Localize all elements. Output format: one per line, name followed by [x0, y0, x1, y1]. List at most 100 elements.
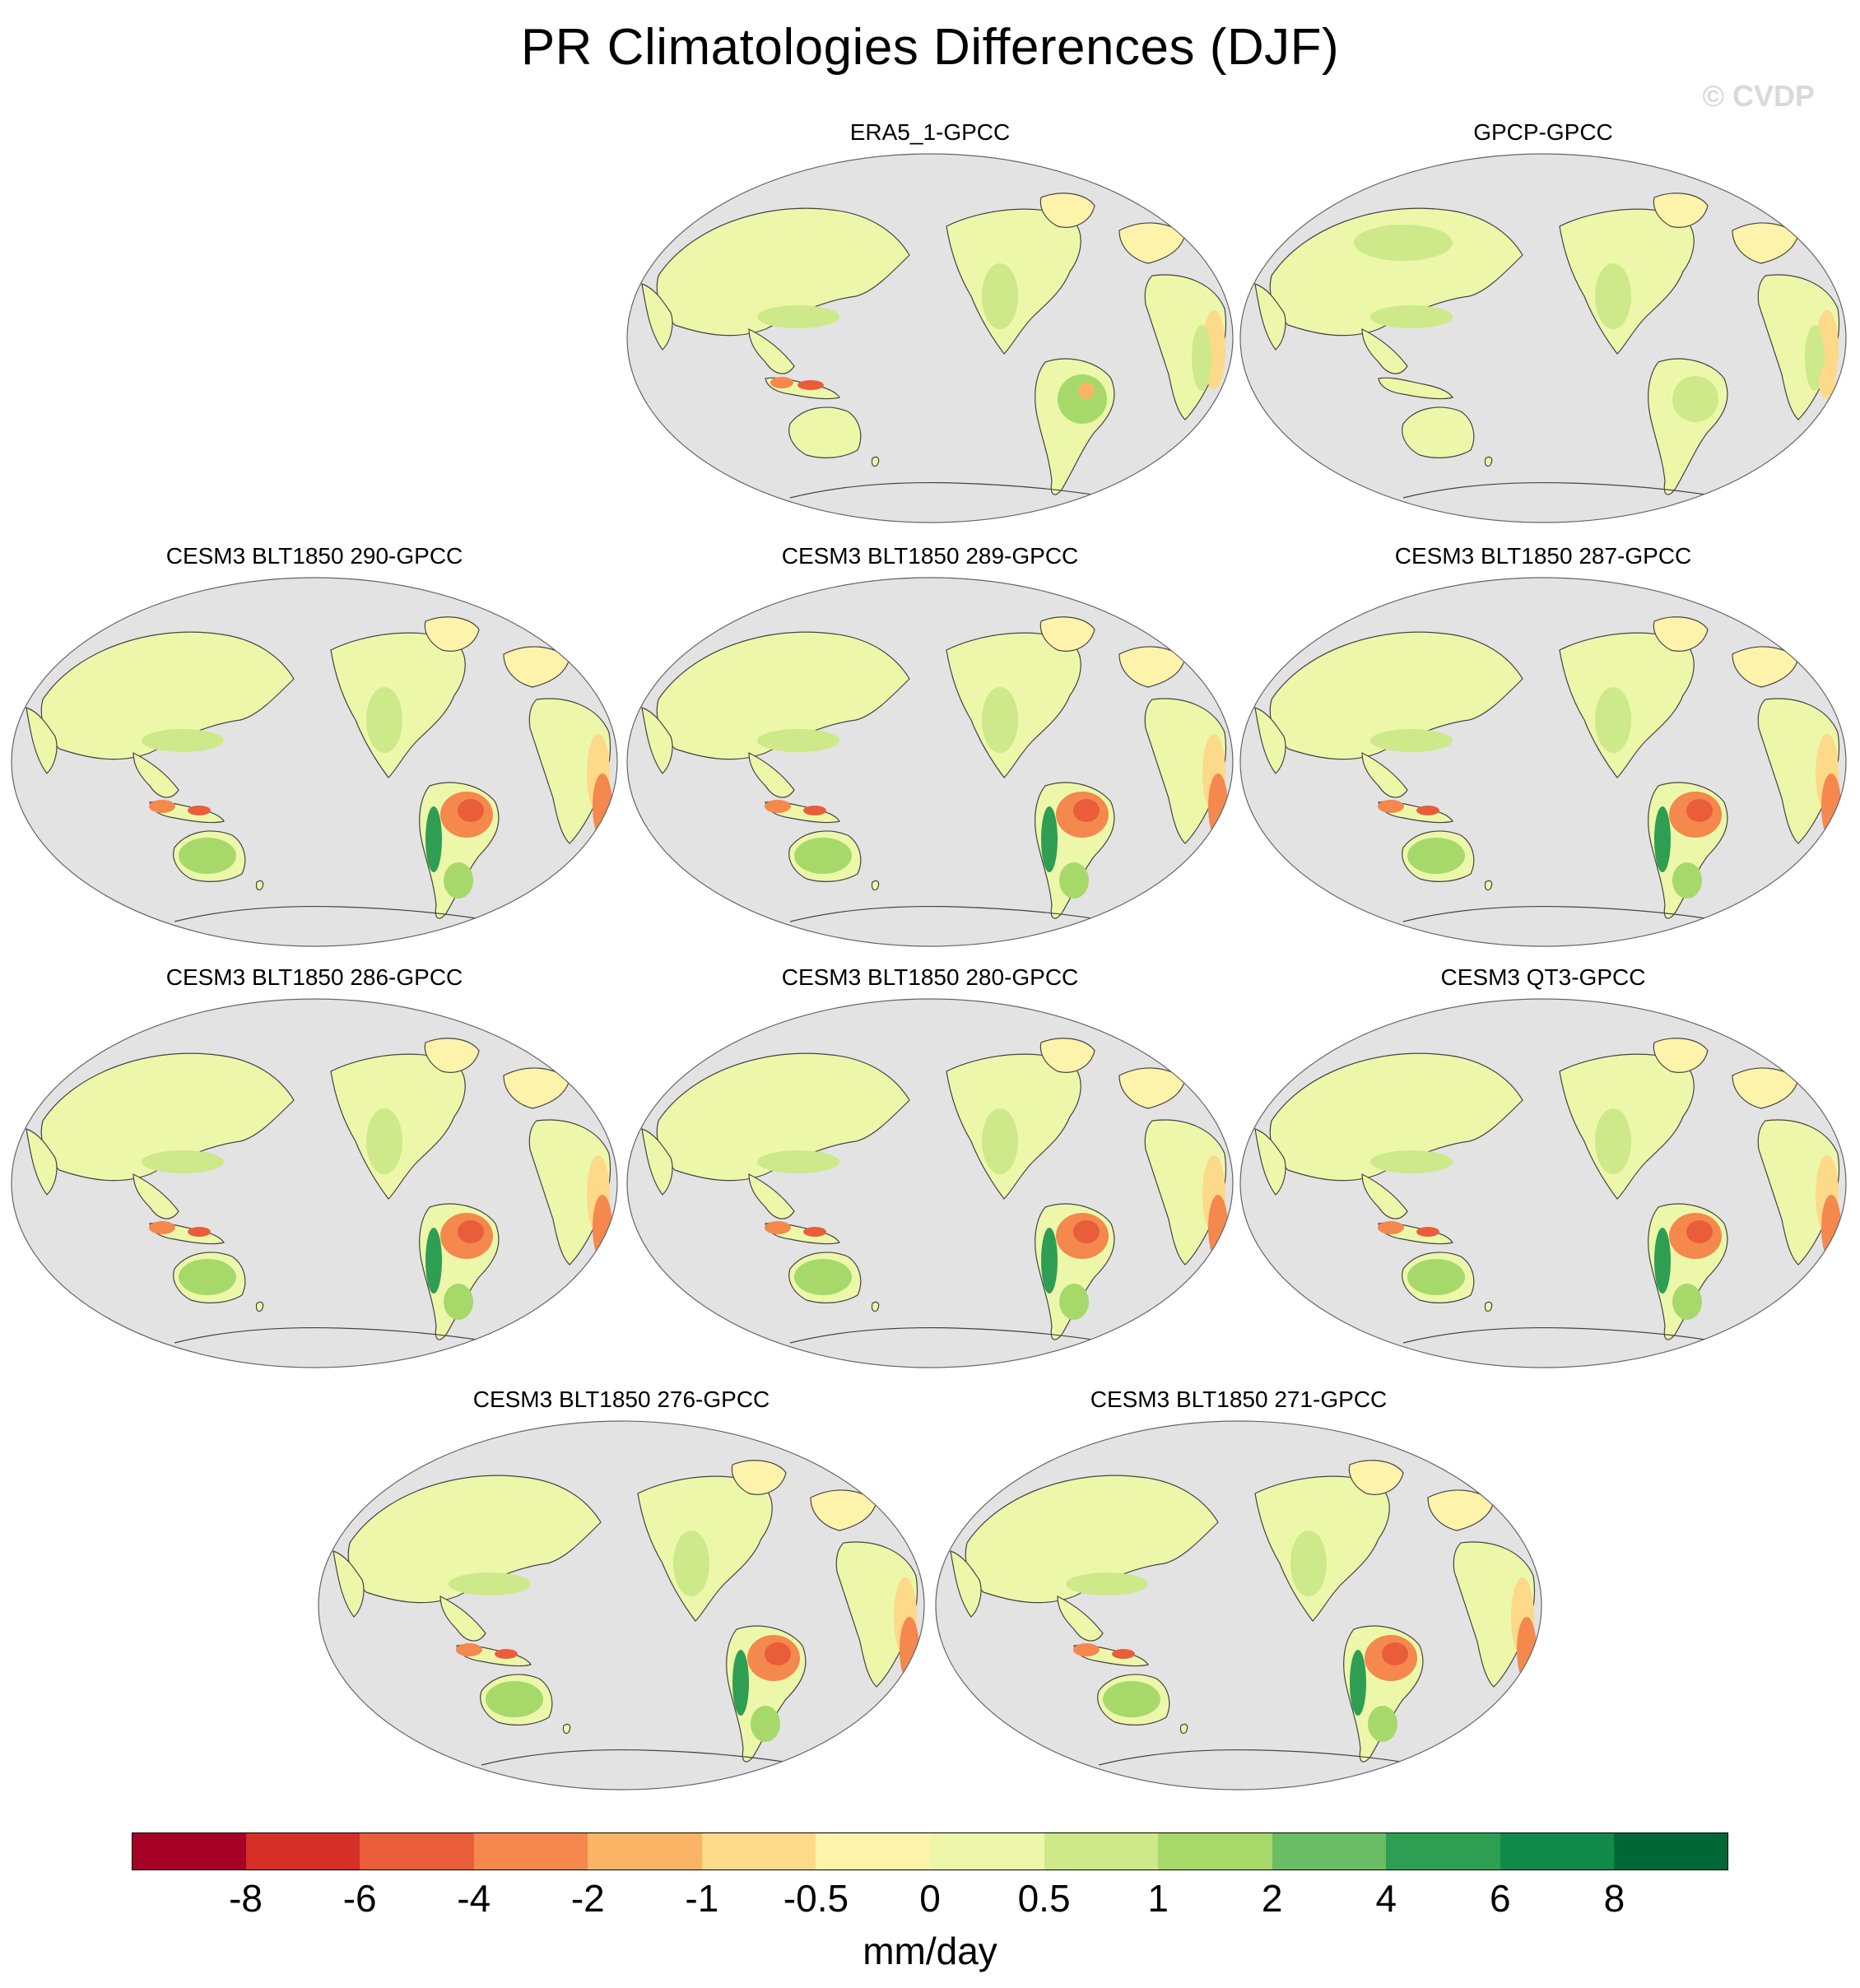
land-layer [1254, 616, 1841, 922]
colorbar-tick-label: -4 [457, 1877, 491, 1920]
world-map [1239, 998, 1847, 1368]
panel-title: CESM3 BLT1850 276-GPCC [472, 1386, 770, 1412]
land-eurasiaEdge [1254, 1128, 1286, 1196]
colorbar-swatch [473, 1832, 588, 1870]
land-layer [1254, 1038, 1841, 1344]
land-indo [1378, 377, 1453, 400]
dry-region [1073, 799, 1100, 822]
ocean-background [1240, 578, 1846, 946]
panel-title: CESM3 QT3-GPCC [1440, 964, 1646, 990]
figure-title: PR Climatologies Differences (DJF) [520, 19, 1340, 76]
panel-title: GPCP-GPCC [1473, 119, 1613, 145]
map-border [1239, 153, 1847, 523]
moisture-band [982, 1108, 1018, 1174]
moisture-band [673, 1530, 709, 1596]
antarctica-coastline [1402, 1326, 1717, 1344]
dry-region [803, 1227, 826, 1237]
dry-region [797, 380, 824, 390]
land-nz [1484, 456, 1493, 467]
antarctica-coastline [789, 905, 1104, 922]
land-eurasiaEdge [1254, 707, 1286, 774]
map-border [626, 998, 1234, 1368]
colorbar-swatch [1614, 1832, 1729, 1870]
wet-region [732, 1650, 749, 1716]
land-asiaS [748, 1173, 795, 1219]
land-asiaS [748, 752, 795, 798]
moisture-band [982, 263, 1018, 329]
colorbar-outline [132, 1832, 1728, 1870]
moisture-band [142, 1150, 224, 1173]
panel-title: CESM3 BLT1850 271-GPCC [1090, 1386, 1388, 1412]
dry-region [770, 377, 793, 388]
moisture-band [757, 305, 839, 328]
land-europe [1118, 222, 1186, 264]
land-europe [1732, 1067, 1799, 1109]
dry-region [495, 1649, 518, 1659]
land-eurasiaEdge [641, 707, 673, 774]
land-africa [528, 1119, 611, 1266]
dry-region [458, 799, 484, 822]
land-asiaS [1361, 328, 1408, 374]
dry-region [900, 1617, 919, 1683]
dry-region [149, 800, 175, 813]
moisture-band [757, 1150, 839, 1173]
map-panel: ERA5_1-GPCC [625, 119, 1235, 527]
wet-region [444, 1284, 473, 1320]
land-europe [1427, 1489, 1495, 1531]
colorbar-units: mm/day [863, 1930, 997, 1972]
dry-region [593, 1195, 612, 1261]
antarctica-coastline [789, 481, 1104, 499]
land-layer [641, 1038, 1228, 1344]
dry-region [765, 1221, 791, 1234]
land-asiaS [1057, 1596, 1104, 1642]
colorbar-tick-label: 2 [1261, 1877, 1283, 1920]
land-layer [26, 616, 612, 922]
panel-title: CESM3 BLT1850 290-GPCC [165, 543, 463, 569]
ocean-background [12, 999, 617, 1368]
land-africa [1757, 1119, 1840, 1266]
map-border [11, 998, 618, 1368]
land-layer [26, 1038, 612, 1344]
wet-region [1350, 1650, 1366, 1716]
ocean-background [1240, 154, 1846, 523]
wet-region [1354, 225, 1453, 261]
panel-title: CESM3 BLT1850 287-GPCC [1394, 543, 1692, 569]
ocean-background [627, 578, 1233, 946]
colorbar-swatch [1386, 1832, 1501, 1870]
panel-title: ERA5_1-GPCC [849, 119, 1011, 145]
colorbar-swatch [816, 1832, 931, 1870]
ocean-background [12, 578, 617, 946]
dry-region [803, 806, 826, 815]
land-greenland [1039, 193, 1095, 228]
antarctica-coastline [481, 1749, 795, 1766]
land-eurasiaEdge [641, 283, 673, 351]
dry-region [1378, 800, 1404, 813]
world-map [11, 998, 618, 1368]
map-panel: CESM3 QT3-GPCC [1239, 964, 1848, 1373]
map-panel: CESM3 BLT1850 271-GPCC [934, 1386, 1543, 1795]
dry-region [1686, 1220, 1713, 1243]
world-map [318, 1420, 925, 1791]
world-map [935, 1420, 1542, 1791]
colorbar-tick-label: -0.5 [783, 1877, 849, 1920]
dry-region [1819, 366, 1835, 399]
land-nz [871, 456, 880, 467]
dry-region [1378, 1221, 1404, 1234]
colorbar-swatch [1044, 1832, 1159, 1870]
wet-region [1368, 1706, 1397, 1742]
colorbar-tick-label: 1 [1147, 1877, 1169, 1920]
colorbar-tick-label: 4 [1375, 1877, 1397, 1920]
moisture-band [1595, 687, 1631, 753]
land-asiaS [439, 1596, 486, 1642]
land-australia [1402, 406, 1475, 458]
wet-region [1672, 862, 1702, 899]
wet-region [486, 1681, 543, 1717]
dry-region [1208, 1195, 1228, 1261]
colorbar [132, 1832, 1729, 1870]
dry-region [1686, 799, 1713, 822]
land-africa [1144, 698, 1227, 844]
wet-region [1059, 862, 1089, 899]
land-greenland [424, 1038, 480, 1073]
land-asiaS [748, 328, 795, 374]
wet-region [425, 806, 442, 872]
